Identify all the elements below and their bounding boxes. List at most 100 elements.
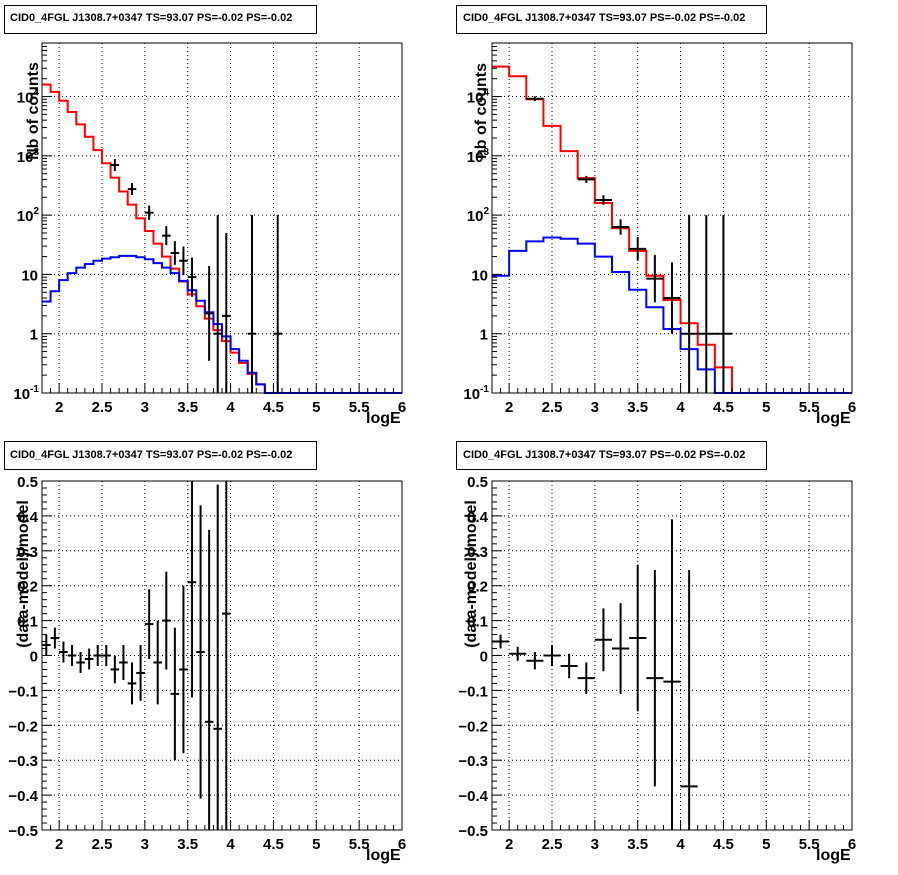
residual-point <box>59 641 68 663</box>
residual-point <box>543 645 561 666</box>
x-tick-label: 4 <box>676 399 685 416</box>
residual-point <box>680 569 698 830</box>
data-point <box>179 246 188 275</box>
y-tick-label: 10 <box>471 267 488 284</box>
residual-point <box>102 645 111 666</box>
y-tick-label: 104 <box>17 88 40 107</box>
y-tick-label: −0.3 <box>458 753 488 770</box>
y-tick-label: 0.5 <box>17 474 38 491</box>
data-point <box>273 215 282 393</box>
residual-point <box>127 662 137 705</box>
data-point <box>714 215 732 393</box>
title-box <box>4 5 317 34</box>
y-tick-label: −0.2 <box>458 718 488 735</box>
x-tick-label: 6 <box>848 399 856 416</box>
title-box <box>456 441 767 470</box>
data-point <box>629 236 647 261</box>
chart-pad-4: CID0_4FGL J1308.7+0347 TS=93.07 PS=-0.02… <box>456 441 856 864</box>
residual-point <box>612 603 630 694</box>
residual-point <box>222 481 231 830</box>
y-tick-label: −0.2 <box>8 718 38 735</box>
residual-point <box>67 645 77 666</box>
x-tick-label: 3 <box>591 836 599 853</box>
y-tick-label: 103 <box>467 147 490 166</box>
x-tick-label: 5 <box>762 399 770 416</box>
y-tick-label: −0.1 <box>8 683 38 700</box>
x-tick-label: 5 <box>312 836 320 853</box>
residual-point <box>119 645 128 680</box>
x-tick-label: 5.5 <box>349 399 370 416</box>
residual-point <box>629 564 647 712</box>
data-point <box>247 215 257 393</box>
residual-point <box>162 571 171 670</box>
data-point <box>110 159 120 171</box>
y-tick-label: 0.1 <box>17 614 38 631</box>
axis-ticks <box>41 42 403 394</box>
data-point <box>144 205 154 220</box>
grid <box>42 43 402 393</box>
y-tick-label: 102 <box>17 206 40 225</box>
x-axis-label: logE <box>816 847 851 864</box>
data-point <box>222 232 231 393</box>
chart-title: CID0_4FGL J1308.7+0347 TS=93.07 PS=-0.02… <box>463 449 745 461</box>
y-tick-label: −0.5 <box>8 823 38 840</box>
chart-title: CID0_4FGL J1308.7+0347 TS=93.07 PS=-0.02… <box>10 449 292 461</box>
y-tick-label: 0.5 <box>467 474 488 491</box>
model-histogram-source <box>42 254 402 394</box>
y-tick-label: 102 <box>467 206 490 225</box>
y-tick-label: 0.4 <box>467 509 489 526</box>
residual-point <box>42 634 51 656</box>
residual-point <box>560 653 578 679</box>
residual-point <box>50 627 60 649</box>
data-point <box>213 215 222 393</box>
y-tick-label: 10 <box>21 267 38 284</box>
data-point <box>680 215 698 393</box>
axis-ticks <box>491 480 853 831</box>
axis-ticks <box>491 42 853 394</box>
x-tick-label: 2 <box>505 399 513 416</box>
data-point <box>204 265 214 361</box>
y-tick-label: 103 <box>17 147 40 166</box>
data-point <box>526 96 544 102</box>
x-tick-label: 3.5 <box>177 836 198 853</box>
x-tick-label: 3.5 <box>627 399 648 416</box>
x-tick-label: 3 <box>591 399 599 416</box>
residual-point <box>136 645 145 701</box>
y-tick-label: −0.1 <box>458 683 488 700</box>
x-tick-label: 2 <box>505 836 513 853</box>
y-axis-label: (data-model)/model <box>15 500 32 648</box>
x-tick-label: 5.5 <box>349 836 370 853</box>
x-tick-label: 2.5 <box>92 399 113 416</box>
x-axis-label: logE <box>366 847 401 864</box>
data-point <box>577 175 595 183</box>
data-point <box>646 254 664 303</box>
y-tick-label: 0.3 <box>17 544 38 561</box>
x-tick-label: 3.5 <box>627 836 648 853</box>
residual-point <box>204 529 214 830</box>
data-point <box>697 215 715 393</box>
y-tick-label: 10-1 <box>463 384 489 403</box>
y-tick-label: 0.2 <box>467 579 488 596</box>
title-box <box>4 441 317 470</box>
y-tick-label: 0.3 <box>467 544 488 561</box>
y-tick-label: −0.3 <box>8 753 38 770</box>
x-tick-label: 6 <box>848 836 856 853</box>
plot-frame <box>491 42 853 394</box>
y-tick-label: −0.4 <box>458 788 488 805</box>
x-axis-label: logE <box>816 410 851 427</box>
y-tick-label: 10-1 <box>13 384 39 403</box>
model-histogram-total <box>42 83 402 394</box>
x-tick-label: 6 <box>398 836 406 853</box>
y-tick-label: 104 <box>467 88 490 107</box>
residual-point <box>179 585 188 754</box>
x-tick-label: 4 <box>226 399 235 416</box>
axis-ticks <box>41 480 403 831</box>
y-axis-label: (data-model)/model <box>463 500 480 648</box>
residual-point <box>594 608 612 672</box>
x-tick-label: 5 <box>762 836 770 853</box>
data-point <box>663 262 681 334</box>
residual-point <box>213 484 222 830</box>
x-tick-label: 4.5 <box>713 399 734 416</box>
residual-point <box>153 620 162 705</box>
x-tick-label: 2.5 <box>542 836 563 853</box>
